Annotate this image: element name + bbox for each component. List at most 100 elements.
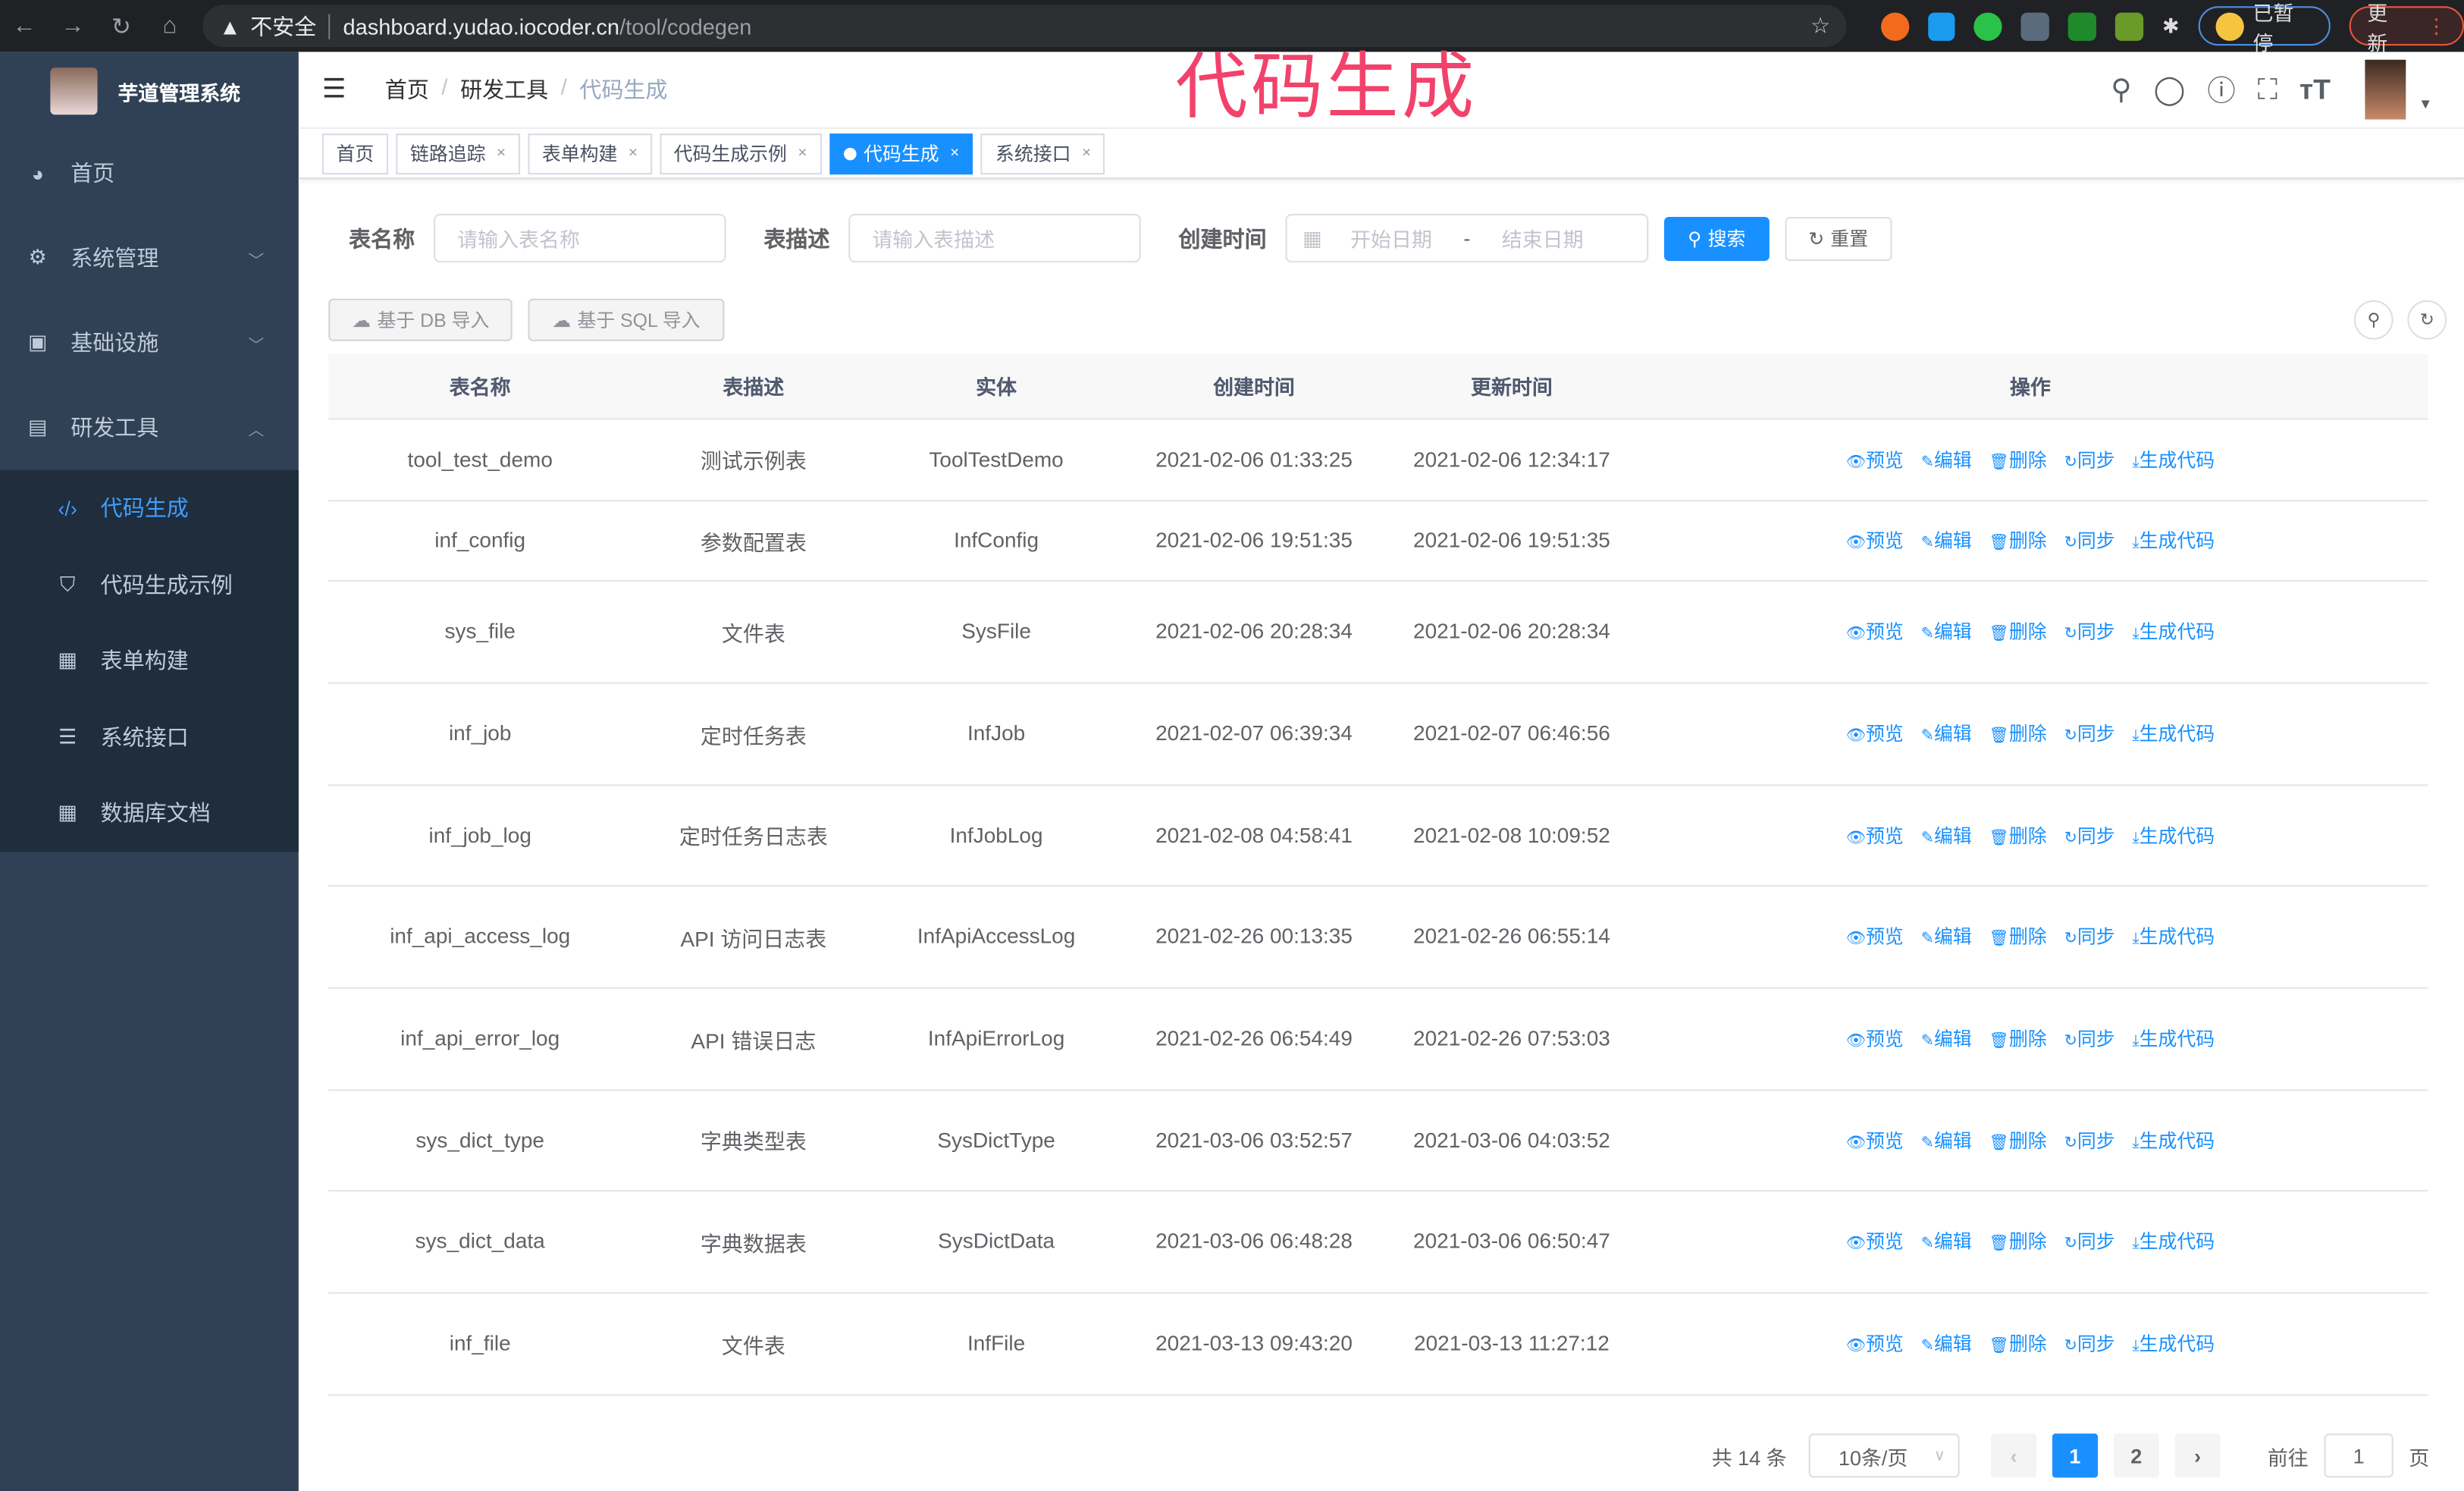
- page-size-select[interactable]: 10条/页 ∨: [1808, 1433, 1960, 1478]
- search-icon[interactable]: ⚲: [2111, 73, 2132, 105]
- tag-api[interactable]: 系统接口 ×: [981, 133, 1105, 174]
- op-download-link[interactable]: ⤓生成代码: [2132, 448, 2215, 471]
- back-icon[interactable]: ←: [12, 12, 36, 39]
- sidebar-item-codegen-demo[interactable]: ⛉ 代码生成示例: [0, 546, 299, 623]
- extension-icon[interactable]: [2114, 11, 2143, 40]
- tag-codegen-demo[interactable]: 代码生成示例 ×: [659, 133, 822, 174]
- extension-icon[interactable]: [1974, 11, 2003, 40]
- op-delete-link[interactable]: 🗑删除: [1989, 1028, 2047, 1050]
- op-eye-link[interactable]: 👁预览: [1845, 1129, 1904, 1152]
- date-range-picker[interactable]: ▦ 开始日期 - 结束日期: [1285, 213, 1649, 263]
- op-delete-link[interactable]: 🗑删除: [1989, 824, 2047, 847]
- op-sync-link[interactable]: ↻同步: [2064, 448, 2115, 471]
- op-edit-link[interactable]: ✎编辑: [1920, 529, 1972, 552]
- table-desc-input[interactable]: 请输入表描述: [848, 213, 1141, 263]
- op-edit-link[interactable]: ✎编辑: [1920, 1230, 1972, 1253]
- op-delete-link[interactable]: 🗑删除: [1989, 925, 2047, 948]
- op-edit-link[interactable]: ✎编辑: [1920, 1129, 1972, 1152]
- op-eye-link[interactable]: 👁预览: [1845, 1230, 1904, 1253]
- sidebar-item-home[interactable]: ◕ 首页: [0, 130, 299, 215]
- op-download-link[interactable]: ⤓生成代码: [2132, 824, 2215, 847]
- op-download-link[interactable]: ⤓生成代码: [2132, 723, 2215, 746]
- op-download-link[interactable]: ⤓生成代码: [2132, 925, 2215, 948]
- next-page-button[interactable]: ›: [2174, 1433, 2221, 1478]
- tag-codegen[interactable]: 代码生成 ×: [829, 133, 973, 174]
- reload-icon[interactable]: ↻: [111, 13, 131, 40]
- op-eye-link[interactable]: 👁预览: [1845, 620, 1904, 643]
- op-sync-link[interactable]: ↻同步: [2064, 1332, 2115, 1355]
- bookmark-star-icon[interactable]: ☆: [1810, 12, 1831, 38]
- goto-page-input[interactable]: 1: [2324, 1433, 2393, 1478]
- op-sync-link[interactable]: ↻同步: [2064, 620, 2115, 643]
- sidebar-item-codegen[interactable]: ‹/› 代码生成: [58, 495, 189, 521]
- sidebar-item-form-build[interactable]: ▦ 表单构建: [58, 648, 189, 673]
- op-delete-link[interactable]: 🗑删除: [1989, 1129, 2047, 1152]
- op-delete-link[interactable]: 🗑删除: [1989, 529, 2047, 552]
- profile-button[interactable]: 已暂停: [2198, 1, 2331, 55]
- puzzle-icon[interactable]: ✱: [2161, 13, 2180, 37]
- op-download-link[interactable]: ⤓生成代码: [2132, 1230, 2215, 1253]
- op-download-link[interactable]: ⤓生成代码: [2132, 620, 2215, 643]
- sidebar-item-db-doc[interactable]: ▦ 数据库文档: [58, 800, 211, 826]
- tag-trace[interactable]: 链路追踪 ×: [396, 133, 520, 174]
- table-name-input[interactable]: 请输入表名称: [434, 213, 726, 263]
- tag-home[interactable]: 首页: [321, 133, 388, 174]
- op-delete-link[interactable]: 🗑删除: [1989, 1230, 2047, 1253]
- op-edit-link[interactable]: ✎编辑: [1920, 723, 1972, 746]
- extension-icon[interactable]: [1927, 11, 1956, 40]
- op-eye-link[interactable]: 👁预览: [1845, 1332, 1904, 1355]
- home-icon[interactable]: ⌂: [162, 12, 177, 39]
- op-sync-link[interactable]: ↻同步: [2064, 529, 2115, 552]
- hamburger-icon[interactable]: ☰: [321, 74, 346, 104]
- font-size-icon[interactable]: тT: [2299, 73, 2331, 105]
- op-delete-link[interactable]: 🗑删除: [1989, 620, 2047, 643]
- op-edit-link[interactable]: ✎编辑: [1920, 448, 1972, 471]
- op-sync-link[interactable]: ↻同步: [2064, 1028, 2115, 1050]
- op-eye-link[interactable]: 👁预览: [1845, 448, 1904, 471]
- op-eye-link[interactable]: 👁预览: [1845, 824, 1904, 847]
- refresh-button[interactable]: ↻: [2407, 300, 2447, 340]
- op-eye-link[interactable]: 👁预览: [1845, 925, 1904, 948]
- sidebar-item-infra[interactable]: ▣ 基础设施 ﹀: [27, 330, 265, 356]
- op-edit-link[interactable]: ✎编辑: [1920, 1028, 1972, 1050]
- help-icon[interactable]: ⓘ: [2207, 75, 2236, 107]
- op-sync-link[interactable]: ↻同步: [2064, 925, 2115, 948]
- forward-icon[interactable]: →: [61, 12, 85, 39]
- op-sync-link[interactable]: ↻同步: [2064, 1230, 2115, 1253]
- op-delete-link[interactable]: 🗑删除: [1989, 448, 2047, 471]
- tag-form-build[interactable]: 表单构建 ×: [528, 133, 652, 174]
- update-button[interactable]: 更新 ⋮: [2350, 1, 2464, 55]
- caret-down-icon[interactable]: ▼: [2419, 96, 2433, 112]
- op-delete-link[interactable]: 🗑删除: [1989, 723, 2047, 746]
- op-delete-link[interactable]: 🗑删除: [1989, 1332, 2047, 1355]
- breadcrumb-item[interactable]: 研发工具: [460, 77, 549, 102]
- import-sql-button[interactable]: ☁ 基于 SQL 导入: [528, 298, 724, 341]
- extension-icon[interactable]: [2068, 11, 2097, 40]
- toggle-search-button[interactable]: ⚲: [2353, 300, 2393, 340]
- address-bar[interactable]: ▲ 不安全 dashboard.yudao.iocoder.cn/tool/co…: [203, 5, 1846, 48]
- extension-icon[interactable]: [2021, 11, 2050, 40]
- sidebar-item-api[interactable]: ☰ 系统接口: [0, 698, 299, 775]
- op-sync-link[interactable]: ↻同步: [2064, 824, 2115, 847]
- op-edit-link[interactable]: ✎编辑: [1920, 925, 1972, 948]
- import-db-button[interactable]: ☁ 基于 DB 导入: [328, 298, 513, 341]
- op-eye-link[interactable]: 👁预览: [1845, 529, 1904, 552]
- op-edit-link[interactable]: ✎编辑: [1920, 824, 1972, 847]
- page-2-button[interactable]: 2: [2113, 1433, 2159, 1478]
- sidebar-item-devtools[interactable]: ▤ 研发工具 ︿: [27, 415, 265, 441]
- fullscreen-icon[interactable]: ⛶: [2257, 73, 2277, 105]
- prev-page-button[interactable]: ‹: [1991, 1433, 2037, 1478]
- breadcrumb-item[interactable]: 首页: [384, 77, 429, 102]
- page-1-button[interactable]: 1: [2052, 1433, 2098, 1478]
- op-download-link[interactable]: ⤓生成代码: [2132, 1129, 2215, 1152]
- op-edit-link[interactable]: ✎编辑: [1920, 1332, 1972, 1355]
- reset-button[interactable]: ↻ 重置: [1785, 215, 1892, 261]
- op-edit-link[interactable]: ✎编辑: [1920, 620, 1972, 643]
- op-download-link[interactable]: ⤓生成代码: [2132, 1332, 2215, 1355]
- op-download-link[interactable]: ⤓生成代码: [2132, 1028, 2215, 1050]
- op-sync-link[interactable]: ↻同步: [2064, 723, 2115, 746]
- extension-icon[interactable]: [1880, 11, 1909, 40]
- avatar[interactable]: [2365, 59, 2406, 120]
- sidebar-item-system[interactable]: ⚙ 系统管理 ﹀: [0, 215, 299, 300]
- github-icon[interactable]: ◯: [2153, 73, 2186, 105]
